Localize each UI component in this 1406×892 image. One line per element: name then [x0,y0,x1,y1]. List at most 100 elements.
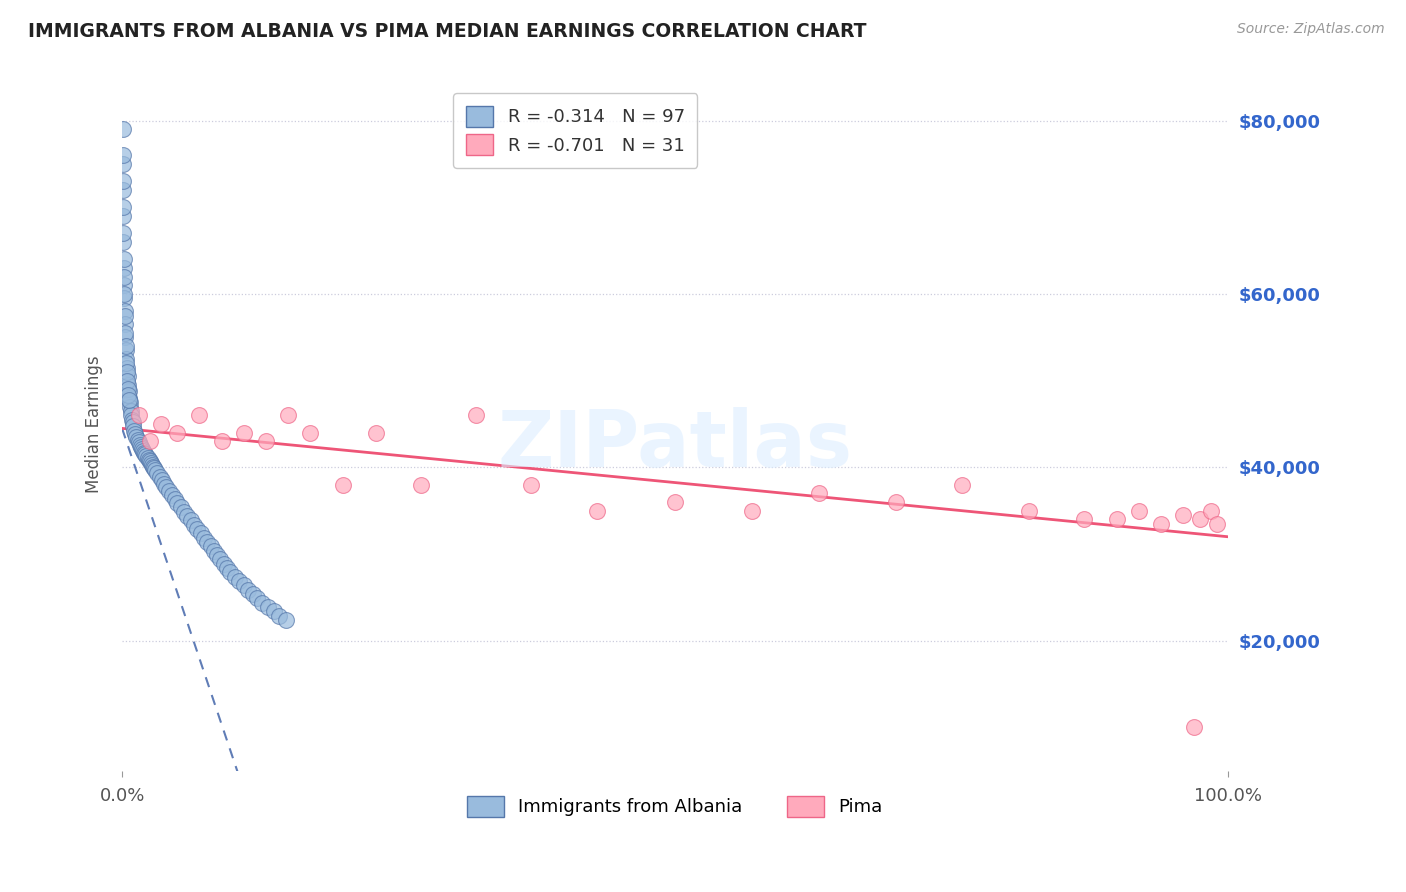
Point [1150,516,1173,531]
Point [190,526,212,541]
Point [128,438,150,452]
Point [143,461,166,475]
Point [169,500,191,515]
Point [114,330,136,344]
Point [117,388,139,402]
Point [186,522,208,536]
Point [183,517,205,532]
Point [115,360,138,375]
Point [121,409,143,423]
Point [586,504,609,518]
Point [277,409,299,423]
Point [121,415,143,429]
Point [115,365,138,379]
Point [180,513,202,527]
Point [114,304,136,318]
Point [121,413,143,427]
Point [150,474,173,488]
Point [142,459,165,474]
Point [120,404,142,418]
Point [111,183,134,197]
Point [1018,504,1040,518]
Point [117,369,139,384]
Point [118,384,141,398]
Point [112,209,135,223]
Y-axis label: Median Earnings: Median Earnings [86,355,103,493]
Point [176,508,198,523]
Point [118,391,141,405]
Point [135,449,157,463]
Point [138,434,160,449]
Point [263,604,285,618]
Point [149,417,172,431]
Text: ZIPatlas: ZIPatlas [498,407,852,483]
Point [114,339,136,353]
Point [157,483,180,498]
Point [209,552,232,566]
Point [117,383,139,397]
Point [409,477,432,491]
Point [139,456,162,470]
Point [166,496,188,510]
Point [257,599,280,614]
Point [193,531,215,545]
Point [120,400,142,414]
Point [1184,720,1206,734]
Point [111,122,134,136]
Point [122,424,145,438]
Point [117,378,139,392]
Point [112,278,135,293]
Point [134,447,156,461]
Point [138,454,160,468]
Text: IMMIGRANTS FROM ALBANIA VS PIMA MEDIAN EARNINGS CORRELATION CHART: IMMIGRANTS FROM ALBANIA VS PIMA MEDIAN E… [28,22,866,41]
Point [246,591,269,606]
Point [122,418,145,433]
Point [1173,508,1195,522]
Point [188,409,211,423]
Point [741,504,763,518]
Point [1188,512,1211,526]
Point [112,261,135,276]
Point [205,548,228,562]
Point [242,587,264,601]
Point [112,287,135,301]
Point [141,458,163,472]
Point [111,148,134,162]
Point [232,578,254,592]
Point [114,309,136,323]
Point [124,427,146,442]
Point [115,343,138,358]
Point [118,395,141,409]
Point [200,539,222,553]
Point [125,430,148,444]
Point [131,442,153,457]
Point [112,252,135,267]
Point [267,608,290,623]
Point [1199,504,1222,518]
Point [232,425,254,440]
Point [212,557,235,571]
Text: Source: ZipAtlas.com: Source: ZipAtlas.com [1237,22,1385,37]
Point [1073,512,1095,526]
Point [136,450,159,465]
Point [224,569,246,583]
Point [173,505,195,519]
Point [155,480,177,494]
Point [132,444,155,458]
Point [112,201,135,215]
Point [112,235,135,249]
Point [127,433,149,447]
Point [111,157,134,171]
Point [117,374,139,388]
Point [160,488,183,502]
Point [195,535,218,549]
Point [1205,516,1227,531]
Point [115,352,138,367]
Point [366,425,388,440]
Point [128,409,150,423]
Point [114,318,136,332]
Point [153,476,176,491]
Point [236,582,259,597]
Point [252,596,274,610]
Point [219,566,242,580]
